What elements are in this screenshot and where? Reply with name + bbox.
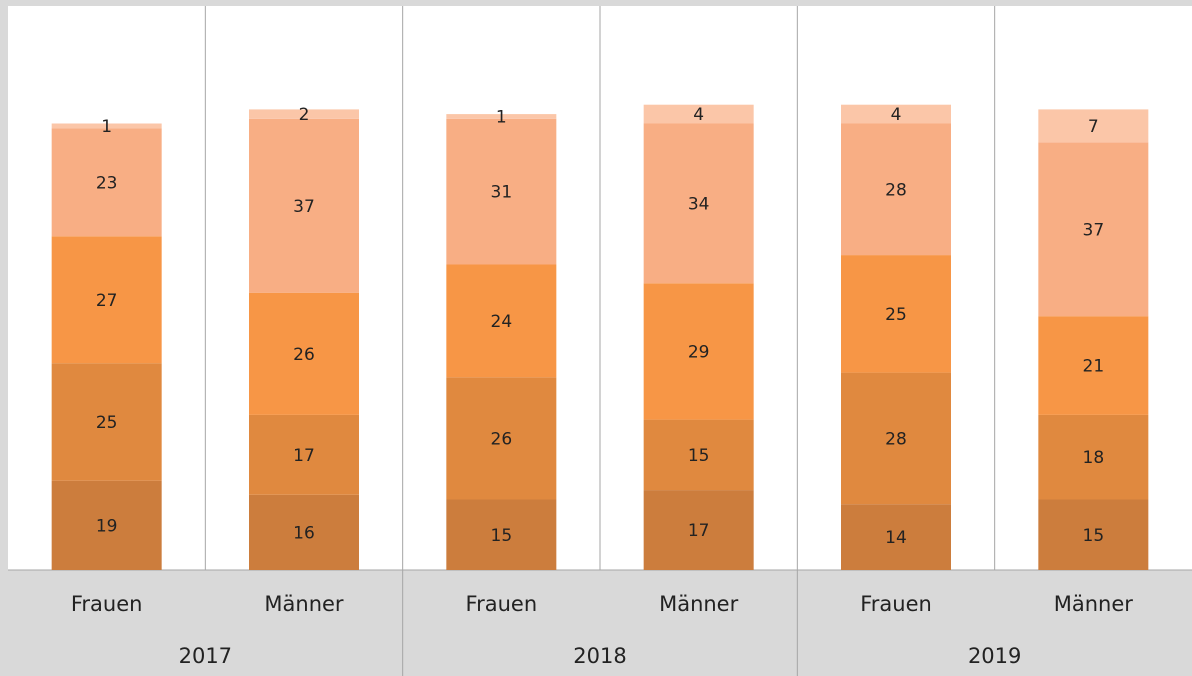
bar-segment bbox=[643, 104, 754, 124]
data-label: 19 bbox=[96, 516, 118, 536]
data-label: 15 bbox=[1083, 526, 1105, 546]
bar-segment bbox=[643, 490, 754, 570]
bar-segment bbox=[1038, 142, 1149, 317]
bar-segment bbox=[446, 377, 557, 500]
bar-segment bbox=[643, 283, 754, 420]
bar-segment bbox=[249, 118, 359, 293]
group-label: 2017 bbox=[179, 644, 232, 668]
data-label: 37 bbox=[293, 197, 315, 217]
data-label: 18 bbox=[1083, 448, 1105, 468]
data-label: 26 bbox=[293, 345, 315, 365]
data-label: 17 bbox=[293, 446, 315, 466]
data-label: 23 bbox=[96, 173, 118, 193]
x-tick-label: Frauen bbox=[71, 592, 143, 616]
bar-segment bbox=[249, 494, 359, 570]
data-label: 14 bbox=[885, 528, 907, 548]
data-label: 27 bbox=[96, 291, 118, 311]
bar-segment bbox=[249, 414, 359, 495]
bar-segment bbox=[1038, 316, 1149, 415]
bar-segment bbox=[446, 118, 557, 265]
bar-segment bbox=[51, 123, 162, 129]
data-label: 15 bbox=[688, 446, 710, 466]
bar-segment bbox=[643, 419, 754, 491]
data-label: 2 bbox=[299, 105, 310, 125]
data-label: 21 bbox=[1083, 357, 1105, 377]
bar-segment bbox=[446, 264, 557, 378]
data-label: 24 bbox=[491, 312, 513, 332]
data-label: 25 bbox=[96, 413, 118, 433]
data-label: 28 bbox=[885, 180, 907, 200]
bar-segment bbox=[841, 104, 951, 124]
bar-segment bbox=[51, 480, 162, 570]
bar-segment bbox=[1038, 109, 1149, 143]
bar-segment bbox=[841, 123, 951, 256]
bar-segment bbox=[1038, 499, 1149, 570]
data-label: 29 bbox=[688, 342, 710, 362]
data-label: 25 bbox=[885, 305, 907, 325]
bar-segment bbox=[51, 128, 162, 237]
bar-segment bbox=[841, 372, 951, 505]
data-label: 16 bbox=[293, 523, 315, 543]
x-tick-label: Frauen bbox=[860, 592, 932, 616]
x-tick-label: Männer bbox=[659, 592, 739, 616]
x-tick-label: Männer bbox=[264, 592, 344, 616]
data-label: 17 bbox=[688, 521, 710, 541]
data-label: 31 bbox=[491, 183, 513, 203]
data-label: 26 bbox=[491, 429, 513, 449]
data-label: 4 bbox=[891, 105, 902, 125]
data-label: 28 bbox=[885, 429, 907, 449]
x-tick-label: Männer bbox=[1054, 592, 1134, 616]
bar-segment bbox=[1038, 414, 1149, 500]
bar-segment bbox=[51, 363, 162, 481]
bar-segment bbox=[249, 109, 359, 119]
data-label: 7 bbox=[1088, 117, 1099, 137]
data-label: 4 bbox=[693, 105, 704, 125]
bar-segment bbox=[643, 123, 754, 284]
bar-segment bbox=[841, 255, 951, 373]
bar-segment bbox=[841, 504, 951, 570]
bar-segment bbox=[446, 499, 557, 570]
group-label: 2018 bbox=[573, 644, 626, 668]
data-label: 1 bbox=[101, 117, 112, 137]
group-label: 2019 bbox=[968, 644, 1021, 668]
data-label: 1 bbox=[496, 107, 507, 127]
bar-segment bbox=[249, 292, 359, 415]
bar-segment bbox=[51, 236, 162, 364]
bar-segment bbox=[446, 114, 557, 119]
x-tick-label: Frauen bbox=[466, 592, 538, 616]
data-label: 15 bbox=[491, 526, 513, 546]
data-label: 34 bbox=[688, 194, 710, 214]
data-label: 37 bbox=[1083, 220, 1105, 240]
